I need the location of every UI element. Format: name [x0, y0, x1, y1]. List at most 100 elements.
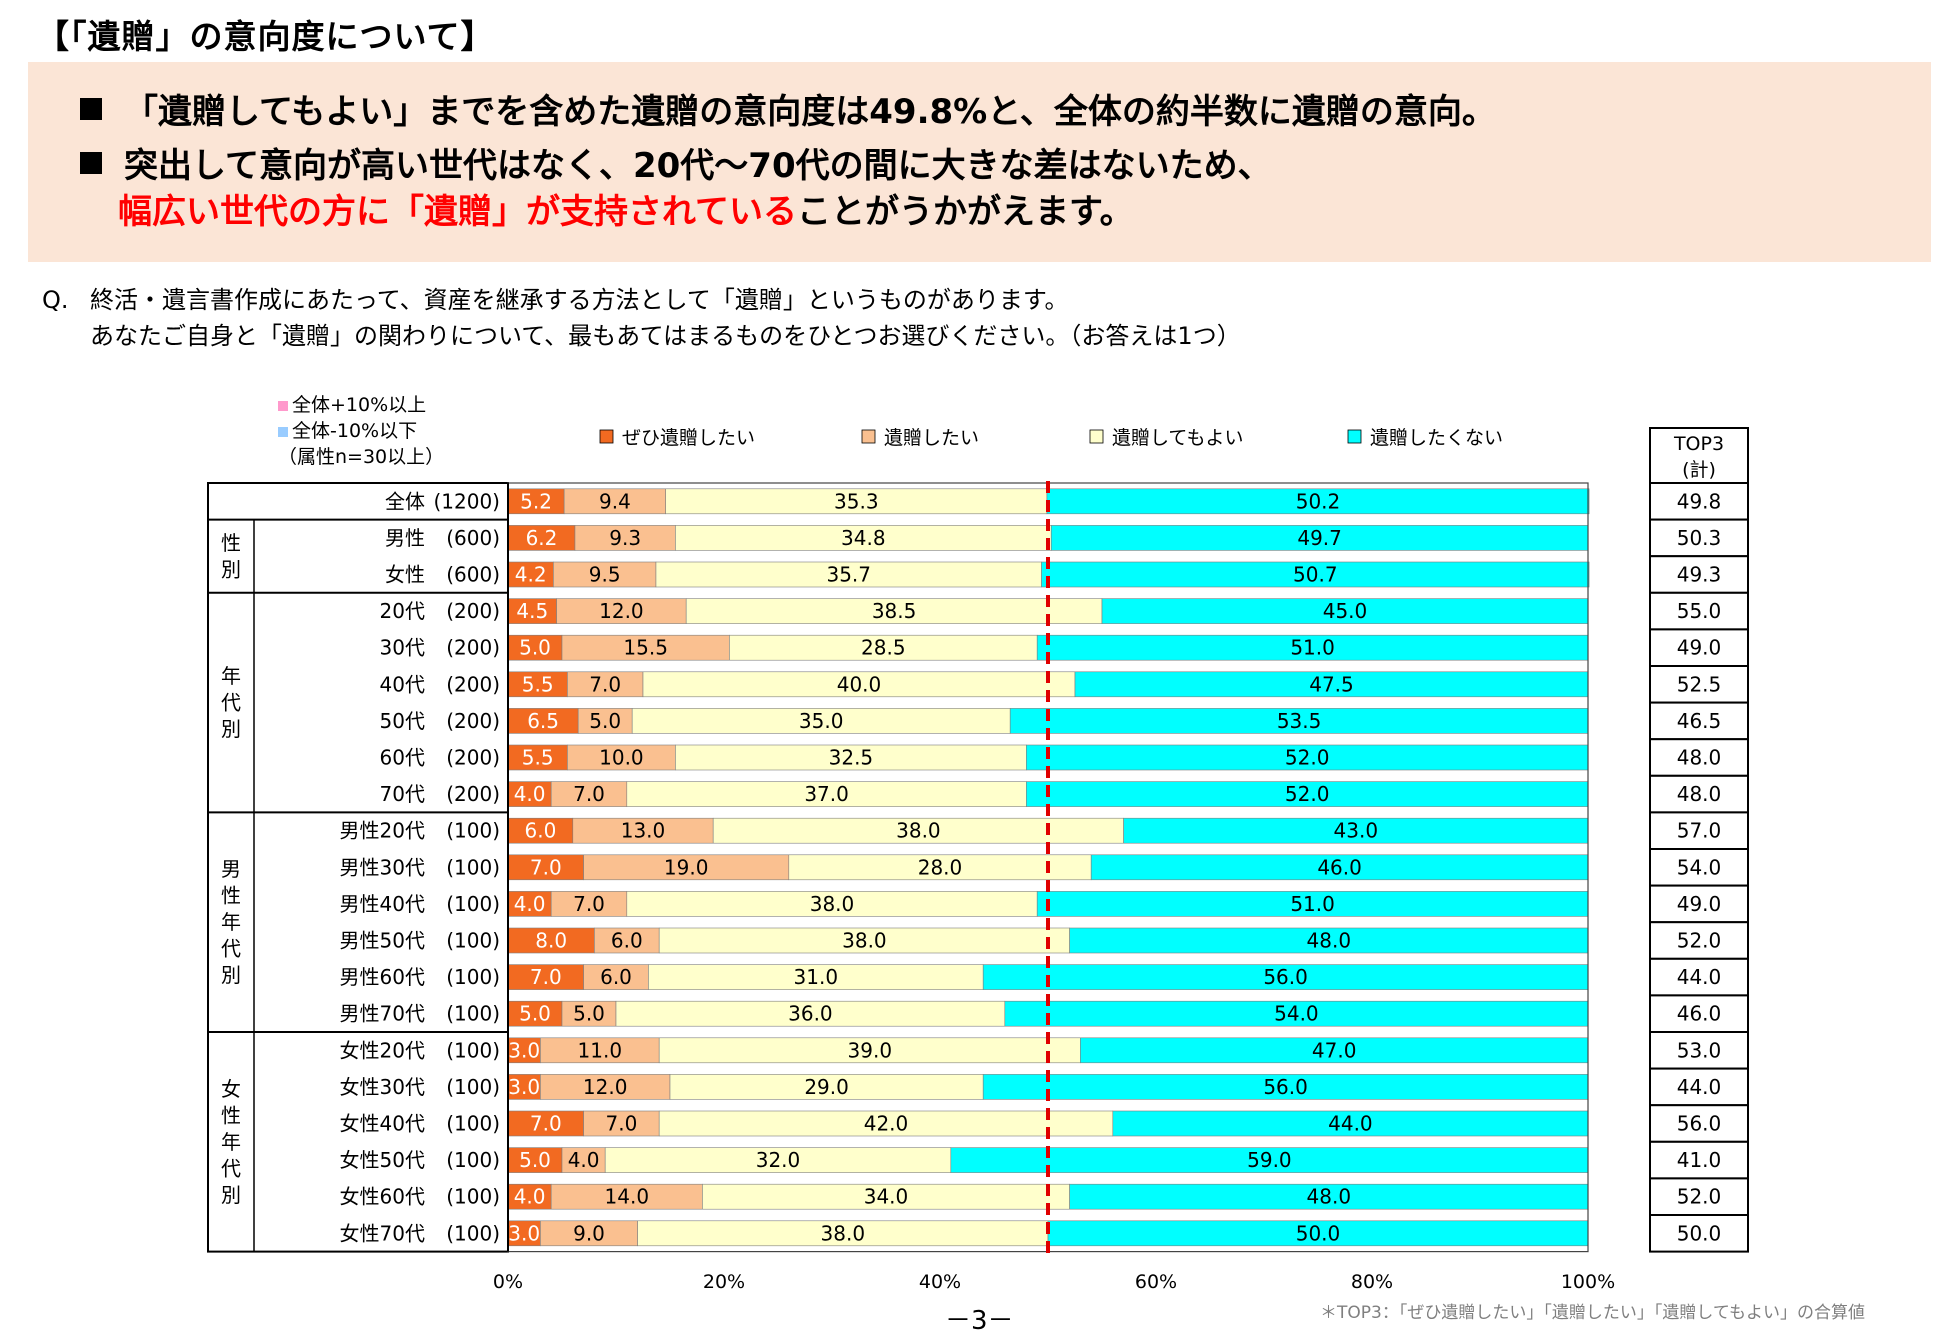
bar-segment: [642, 671, 1076, 698]
bar-value-label: 43.0: [1334, 819, 1379, 843]
bar-segment: [655, 561, 1042, 588]
top3-header-cell: [1649, 427, 1749, 484]
row-label: 男性30代: [340, 855, 425, 879]
row-label: 30代: [380, 636, 425, 660]
top3-cell: [1649, 628, 1749, 668]
top3-value: 52.0: [1677, 929, 1722, 953]
bar-segment: [507, 1147, 563, 1173]
bar-value-label: 56.0: [1263, 1075, 1308, 1099]
row-label: 女性60代: [340, 1185, 425, 1209]
group-label-char: 別: [221, 1183, 241, 1207]
bar-segment: [1112, 1110, 1589, 1137]
bar-value-label: 4.0: [514, 892, 546, 916]
bar-value-label: 5.0: [519, 1002, 551, 1026]
group-label-char: 男: [221, 857, 241, 881]
row-n: (100): [446, 1038, 500, 1062]
legend-swatch-2: [1089, 429, 1104, 444]
row-label: 男性70代: [340, 1002, 425, 1026]
bar-value-label: 13.0: [621, 819, 666, 843]
bar-segment: [507, 525, 576, 551]
bar-value-label: 31.0: [794, 965, 839, 989]
bar-value-label: 56.0: [1263, 965, 1308, 989]
row-label: 男性: [385, 526, 425, 550]
row-label: 20代: [380, 599, 425, 623]
bar-value-label: 12.0: [599, 599, 644, 623]
page-number: －3－: [945, 1306, 1014, 1336]
top3-value: 52.0: [1677, 1185, 1722, 1209]
group-label-char: 性: [221, 884, 241, 908]
bar-value-label: 38.0: [842, 929, 887, 953]
row-n: (1200): [433, 489, 500, 513]
bar-segment: [1123, 817, 1589, 844]
bar-value-label: 35.7: [826, 563, 871, 587]
bar-segment: [507, 781, 552, 807]
bar-value-label: 7.0: [530, 855, 562, 879]
bar-value-label: 35.0: [799, 709, 844, 733]
bar-segment: [507, 1110, 584, 1137]
bar-value-label: 7.0: [589, 672, 621, 696]
bar-segment: [563, 488, 666, 515]
bar-segment: [712, 817, 1124, 844]
top3-cell: [1649, 774, 1749, 814]
group-label-char: 別: [221, 557, 241, 581]
bar-segment: [507, 854, 584, 881]
row-n: (100): [446, 1002, 500, 1026]
row-n: (600): [446, 563, 500, 587]
bar-segment: [507, 598, 557, 624]
bar-segment: [561, 634, 730, 661]
bar-segment: [572, 817, 714, 844]
group-label-char: 性: [221, 531, 241, 555]
bar-segment: [1036, 634, 1589, 661]
bar-value-label: 5.0: [573, 1002, 605, 1026]
bullet-square-icon: [80, 152, 102, 174]
bar-value-label: 7.0: [530, 1112, 562, 1136]
row-n: (200): [446, 672, 500, 696]
bar-value-label: 4.0: [514, 1185, 546, 1209]
bar-segment: [615, 1000, 1006, 1027]
bar-value-label: 38.5: [872, 599, 917, 623]
x-tick-label: 20%: [703, 1271, 745, 1293]
row-n: (200): [446, 782, 500, 806]
bar-segment: [1026, 781, 1589, 807]
top3-cell: [1649, 555, 1749, 594]
bar-segment: [1069, 1183, 1589, 1210]
top3-value: 44.0: [1677, 965, 1722, 989]
bar-value-label: 38.0: [896, 819, 941, 843]
top3-value: 56.0: [1677, 1112, 1722, 1136]
bar-value-label: 9.5: [589, 563, 621, 587]
row-n: (200): [446, 746, 500, 770]
bar-value-label: 3.0: [508, 1038, 540, 1062]
bar-segment: [507, 671, 568, 698]
bar-value-label: 50.2: [1296, 489, 1341, 513]
top3-value: 55.0: [1677, 599, 1722, 623]
bar-value-label: 5.0: [589, 709, 621, 733]
bar-value-label: 7.0: [573, 782, 605, 806]
bar-value-label: 7.0: [605, 1112, 637, 1136]
top3-cell: [1649, 957, 1749, 997]
top3-value: 46.5: [1677, 709, 1722, 733]
bar-value-label: 6.0: [524, 819, 556, 843]
group-label-char: 年: [221, 664, 241, 688]
bar-value-label: 50.7: [1293, 563, 1338, 587]
top3-value: 44.0: [1677, 1075, 1722, 1099]
bar-segment: [507, 488, 565, 515]
question-line-1: Q. 終活・遺言書作成にあたって、資産を継承する方法として「遺贈」というものがあり…: [42, 280, 1068, 315]
bar-value-label: 10.0: [599, 746, 644, 770]
group-label-char: 年: [221, 1130, 241, 1154]
bar-value-label: 14.0: [605, 1185, 650, 1209]
bar-value-label: 59.0: [1247, 1148, 1292, 1172]
group-label-char: 別: [221, 963, 241, 987]
top3-cell: [1649, 738, 1749, 777]
bar-segment: [540, 1220, 638, 1247]
bar-segment: [507, 964, 584, 990]
bar-area: 5.2 9.4 35.3 50.2 6.2 9.3 34.8 49.7 4.2 9.5 35.7 50…: [507, 481, 1590, 1254]
top3-cell: [1649, 884, 1749, 924]
bar-segment: [675, 525, 1052, 551]
bar-segment: [583, 854, 790, 881]
summary-bullet-2: 突出して意向が高い世代はなく、20代〜70代の間に大きな差はないため、: [80, 138, 1272, 187]
bar-segment: [507, 744, 568, 771]
top3-value: 50.3: [1677, 526, 1722, 550]
bar-segment: [631, 708, 1011, 734]
bar-value-label: 49.7: [1297, 526, 1342, 550]
top3-cell: [1649, 921, 1749, 960]
